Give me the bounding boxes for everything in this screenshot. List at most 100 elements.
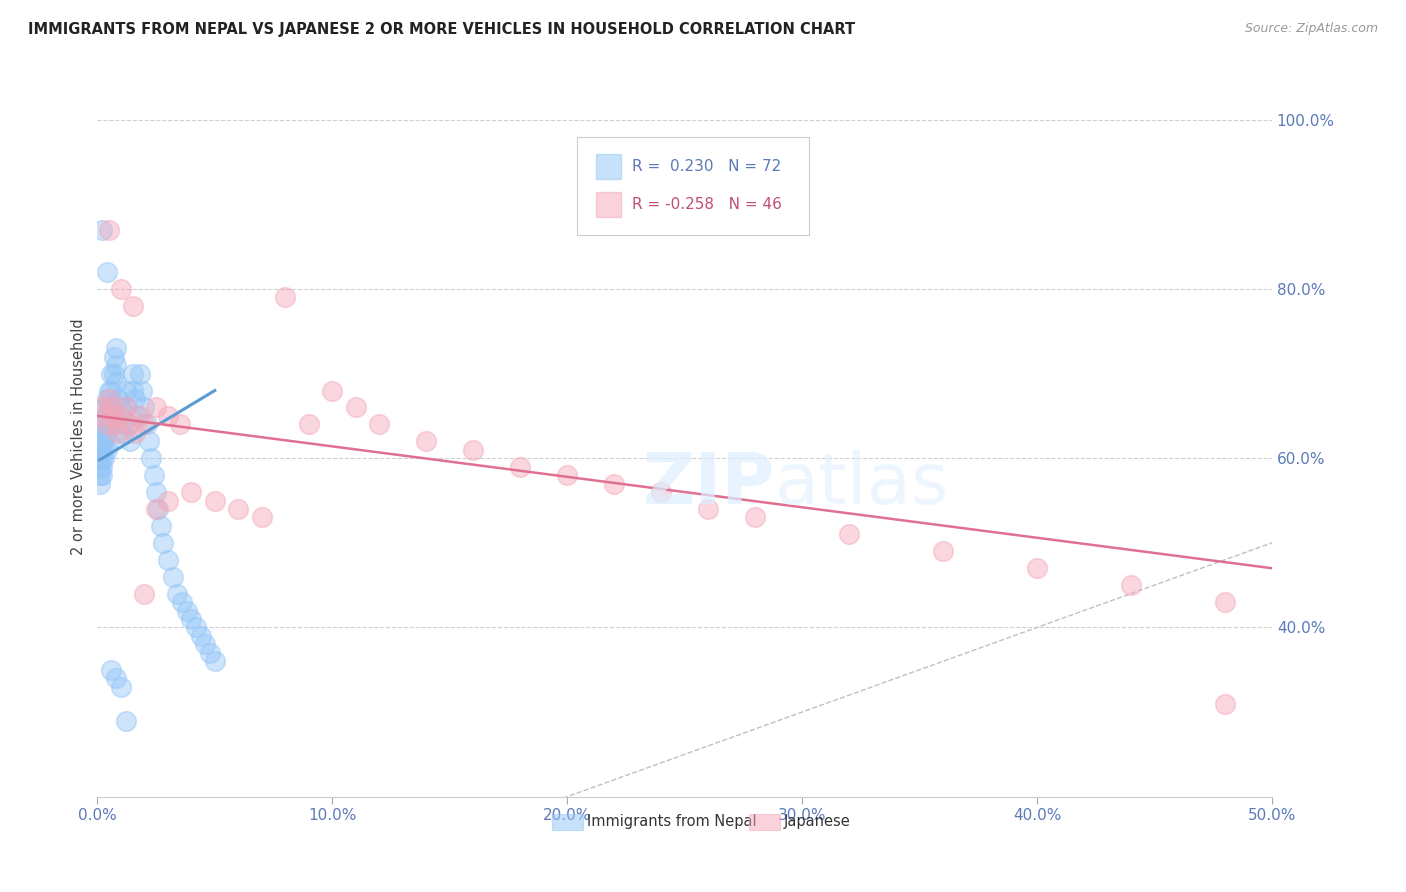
Point bbox=[98, 417, 121, 432]
Point bbox=[145, 502, 167, 516]
Point bbox=[107, 392, 129, 406]
Point bbox=[100, 384, 122, 398]
Point bbox=[110, 401, 132, 415]
Point bbox=[93, 417, 115, 432]
Point bbox=[89, 451, 111, 466]
Point bbox=[274, 290, 297, 304]
Point bbox=[98, 223, 121, 237]
Point bbox=[93, 434, 115, 449]
Point bbox=[105, 417, 128, 432]
Point bbox=[110, 409, 132, 423]
Point bbox=[180, 612, 202, 626]
Point bbox=[91, 434, 114, 449]
Point bbox=[127, 409, 149, 423]
Point bbox=[96, 425, 118, 440]
Point bbox=[89, 442, 111, 457]
Point bbox=[105, 358, 128, 372]
Text: R =  0.230   N = 72: R = 0.230 N = 72 bbox=[633, 159, 782, 174]
Point bbox=[100, 401, 122, 415]
Point bbox=[105, 671, 128, 685]
Point bbox=[156, 493, 179, 508]
Point bbox=[156, 409, 179, 423]
Point bbox=[697, 502, 720, 516]
Point bbox=[120, 417, 142, 432]
Point bbox=[1119, 578, 1142, 592]
Point bbox=[603, 476, 626, 491]
Point bbox=[103, 409, 125, 423]
Point bbox=[103, 350, 125, 364]
Point bbox=[93, 451, 115, 466]
Point bbox=[103, 367, 125, 381]
Point bbox=[91, 468, 114, 483]
Point bbox=[180, 485, 202, 500]
Point bbox=[134, 417, 156, 432]
Point bbox=[91, 425, 114, 440]
Point bbox=[110, 417, 132, 432]
Point bbox=[1213, 697, 1236, 711]
Text: ZIP: ZIP bbox=[643, 450, 775, 519]
Point bbox=[114, 401, 136, 415]
Point bbox=[142, 468, 165, 483]
Point bbox=[114, 384, 136, 398]
Point bbox=[89, 459, 111, 474]
Point bbox=[121, 299, 143, 313]
Point bbox=[121, 367, 143, 381]
Text: Source: ZipAtlas.com: Source: ZipAtlas.com bbox=[1244, 22, 1378, 36]
Point bbox=[134, 586, 156, 600]
Point bbox=[152, 536, 174, 550]
Point bbox=[198, 646, 221, 660]
Point bbox=[105, 375, 128, 389]
Point bbox=[98, 401, 121, 415]
Point bbox=[148, 502, 170, 516]
Point bbox=[100, 401, 122, 415]
Point bbox=[96, 442, 118, 457]
Text: R = -0.258   N = 46: R = -0.258 N = 46 bbox=[633, 197, 782, 212]
Point bbox=[184, 620, 207, 634]
Point bbox=[100, 367, 122, 381]
Point bbox=[91, 401, 114, 415]
Point bbox=[121, 384, 143, 398]
Point bbox=[91, 223, 114, 237]
Point bbox=[145, 401, 167, 415]
Point bbox=[368, 417, 391, 432]
Point bbox=[128, 409, 150, 423]
Point bbox=[91, 442, 114, 457]
Point bbox=[112, 425, 135, 440]
Point bbox=[128, 367, 150, 381]
Point bbox=[96, 392, 118, 406]
Point bbox=[226, 502, 249, 516]
Point bbox=[162, 569, 184, 583]
Text: Immigrants from Nepal: Immigrants from Nepal bbox=[588, 814, 756, 829]
Point bbox=[169, 417, 191, 432]
Point bbox=[650, 485, 672, 500]
Point bbox=[250, 510, 273, 524]
Point bbox=[204, 654, 226, 668]
Point bbox=[91, 451, 114, 466]
Point bbox=[1213, 595, 1236, 609]
Point bbox=[89, 476, 111, 491]
Point bbox=[124, 392, 146, 406]
Text: IMMIGRANTS FROM NEPAL VS JAPANESE 2 OR MORE VEHICLES IN HOUSEHOLD CORRELATION CH: IMMIGRANTS FROM NEPAL VS JAPANESE 2 OR M… bbox=[28, 22, 855, 37]
Point bbox=[321, 384, 343, 398]
Point bbox=[344, 401, 367, 415]
Point bbox=[98, 392, 121, 406]
Point bbox=[91, 459, 114, 474]
Text: Japanese: Japanese bbox=[785, 814, 851, 829]
Point bbox=[134, 401, 156, 415]
Point bbox=[509, 459, 531, 474]
Point bbox=[555, 468, 578, 483]
Point bbox=[96, 409, 118, 423]
Point bbox=[110, 680, 132, 694]
Point bbox=[131, 384, 153, 398]
Point bbox=[96, 417, 118, 432]
Point bbox=[190, 629, 212, 643]
Point bbox=[124, 425, 146, 440]
Point bbox=[110, 282, 132, 296]
Point bbox=[100, 663, 122, 677]
Point bbox=[1026, 561, 1049, 575]
Point bbox=[298, 417, 321, 432]
Point bbox=[114, 714, 136, 728]
Point bbox=[117, 417, 139, 432]
Point bbox=[107, 425, 129, 440]
Point bbox=[204, 493, 226, 508]
